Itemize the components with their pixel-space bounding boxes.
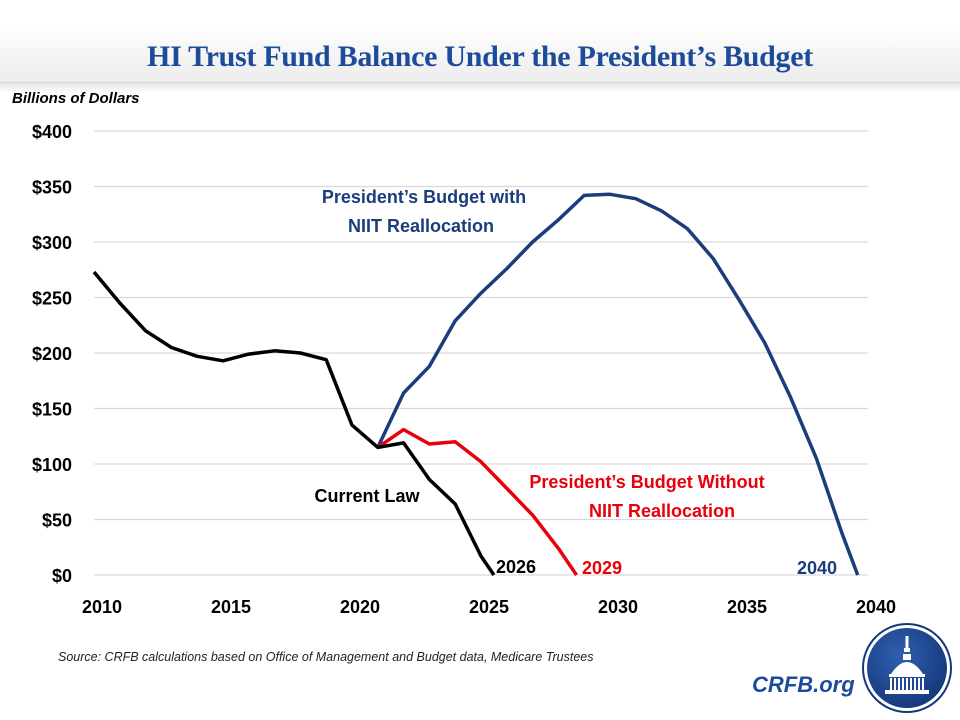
depletion-label-with-niit: 2040 bbox=[797, 558, 837, 578]
x-tick-label: 2020 bbox=[340, 597, 380, 617]
y-tick-label: $0 bbox=[52, 566, 72, 586]
series-line-1 bbox=[376, 192, 860, 576]
brand-link[interactable]: CRFB.org bbox=[752, 672, 855, 697]
x-tick-label: 2015 bbox=[211, 597, 251, 617]
x-tick-label: 2040 bbox=[856, 597, 896, 617]
y-tick-label: $350 bbox=[32, 178, 72, 198]
annotation-without-niit-line2: NIIT Reallocation bbox=[589, 501, 735, 521]
annotation-without-niit-line1: President’s Budget Without bbox=[529, 472, 764, 492]
x-tick-label: 2010 bbox=[82, 597, 122, 617]
x-tick-label: 2025 bbox=[469, 597, 509, 617]
capitol-dome-logo-icon bbox=[862, 623, 952, 713]
source-note: Source: CRFB calculations based on Offic… bbox=[58, 650, 594, 664]
annotation-with-niit-line2: NIIT Reallocation bbox=[348, 216, 494, 236]
y-tick-label: $50 bbox=[42, 511, 72, 531]
series-lines bbox=[92, 192, 860, 576]
y-tick-label: $150 bbox=[32, 400, 72, 420]
annotation-current-law: Current Law bbox=[314, 486, 420, 506]
y-tick-label: $400 bbox=[32, 122, 72, 142]
depletion-label-without-niit: 2029 bbox=[582, 558, 622, 578]
series-line-2 bbox=[376, 427, 578, 576]
x-axis-ticks: 2010 2015 2020 2025 2030 2035 2040 bbox=[82, 597, 896, 617]
gridlines bbox=[94, 130, 868, 576]
header-band bbox=[0, 0, 960, 83]
x-tick-label: 2035 bbox=[727, 597, 767, 617]
depletion-label-current-law: 2026 bbox=[496, 557, 536, 577]
chart-title: HI Trust Fund Balance Under the Presiden… bbox=[147, 40, 813, 73]
y-tick-label: $250 bbox=[32, 289, 72, 309]
annotations: President’s Budget with NIIT Reallocatio… bbox=[314, 187, 837, 578]
y-tick-label: $300 bbox=[32, 233, 72, 253]
series-line-0 bbox=[92, 270, 496, 576]
header-shadow bbox=[0, 83, 960, 93]
y-axis-label: Billions of Dollars bbox=[12, 90, 140, 107]
y-tick-label: $200 bbox=[32, 344, 72, 364]
y-axis-ticks: $0 $50 $100 $150 $200 $250 $300 $350 $400 bbox=[32, 122, 72, 586]
y-tick-label: $100 bbox=[32, 455, 72, 475]
annotation-with-niit-line1: President’s Budget with bbox=[322, 187, 526, 207]
x-tick-label: 2030 bbox=[598, 597, 638, 617]
